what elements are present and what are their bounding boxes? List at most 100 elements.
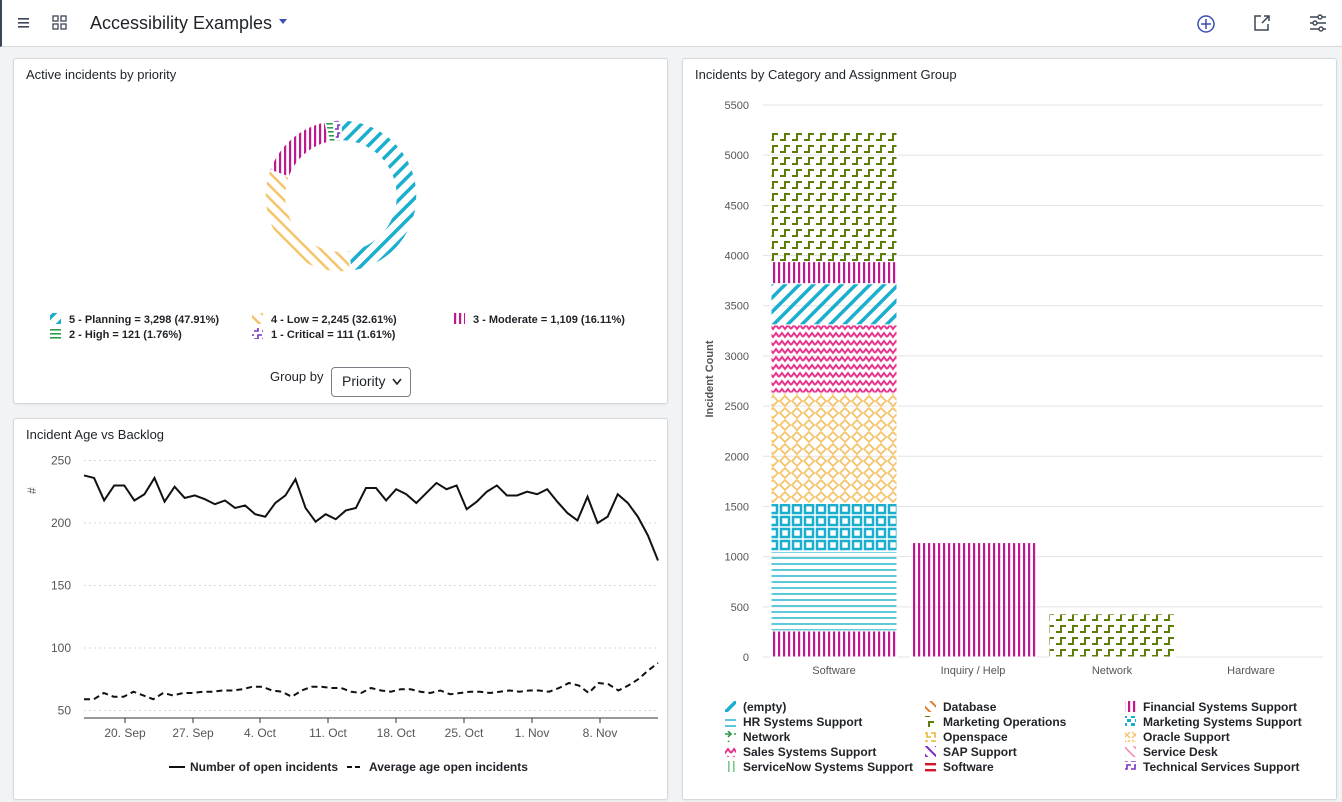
bar-segment <box>770 630 898 658</box>
legend-label: Oracle Support <box>1143 730 1230 744</box>
bar-segment <box>1048 613 1176 658</box>
y-tick-label: 2500 <box>725 401 749 413</box>
y-tick-label: 4500 <box>725 200 749 212</box>
legend-swatch <box>925 746 936 757</box>
y-tick-label: 5500 <box>725 100 749 112</box>
legend-label: Marketing Systems Support <box>1143 715 1302 729</box>
filter-settings-icon[interactable] <box>1309 14 1327 32</box>
legend-swatch <box>725 701 736 712</box>
group-by-label: Group by <box>270 369 324 384</box>
legend-swatch <box>725 761 736 772</box>
legend-swatch <box>925 716 936 727</box>
legend-swatch <box>725 746 736 757</box>
donut-slice-4 <box>332 119 342 143</box>
bar-segment <box>770 551 898 632</box>
y-tick-label: 200 <box>51 516 71 530</box>
y-tick-label: 150 <box>51 578 71 592</box>
donut-slice-0 <box>340 119 418 273</box>
legend-swatch <box>1125 746 1136 757</box>
legend-swatch <box>725 716 736 727</box>
legend-label: 3 - Moderate = 1,109 (16.11%) <box>473 314 625 326</box>
legend-label: Service Desk <box>1143 745 1218 759</box>
legend-label: 1 - Critical = 111 (1.61%) <box>271 329 396 341</box>
legend-swatch <box>50 313 61 324</box>
legend-label: Sales Systems Support <box>743 745 876 759</box>
legend-label: Software <box>943 760 994 774</box>
legend-swatch <box>252 313 263 324</box>
legend-label: Marketing Operations <box>943 715 1067 729</box>
x-tick-label: Hardware <box>1227 665 1275 677</box>
panel-title: Incidents by Category and Assignment Gro… <box>695 67 957 82</box>
x-tick-label: 27. Sep <box>172 726 214 740</box>
x-tick-label: 8. Nov <box>583 726 618 740</box>
menu-icon[interactable] <box>18 17 30 29</box>
legend-label: HR Systems Support <box>743 715 862 729</box>
legend-swatch <box>1125 701 1136 712</box>
legend-swatch <box>925 731 936 742</box>
legend-label: Technical Services Support <box>1143 760 1300 774</box>
legend-swatch <box>925 761 936 772</box>
y-axis-label: Incident Count <box>704 340 716 417</box>
y-tick-label: 3000 <box>725 351 749 363</box>
x-tick-label: 18. Oct <box>377 726 416 740</box>
category-bar-panel: Incidents by Category and Assignment Gro… <box>682 58 1337 800</box>
legend-label: (empty) <box>743 700 786 714</box>
legend-label: ServiceNow Systems Support <box>743 760 913 774</box>
group-by-value: Priority <box>342 373 386 389</box>
bar-segment <box>909 542 1037 658</box>
y-tick-label: 1500 <box>725 501 749 513</box>
bar-segment <box>770 283 898 326</box>
legend-swatch <box>454 313 465 324</box>
x-tick-label: 25. Oct <box>445 726 484 740</box>
y-tick-label: 100 <box>51 641 71 655</box>
dropdown-caret-icon[interactable] <box>279 19 287 25</box>
legend-label: 5 - Planning = 3,298 (47.91%) <box>69 314 219 326</box>
add-icon[interactable] <box>1196 14 1216 34</box>
dashboard-title[interactable]: Accessibility Examples <box>90 13 273 33</box>
legend-label: Average age open incidents <box>369 760 528 774</box>
x-tick-label: 1. Nov <box>515 726 550 740</box>
legend-swatch <box>50 328 61 339</box>
donut-legend: 5 - Planning = 3,298 (47.91%) 4 - Low = 2… <box>50 313 625 341</box>
legend-swatch <box>1125 716 1136 727</box>
bar-segment <box>770 392 898 504</box>
y-axis-label: # <box>25 487 39 494</box>
incident-age-panel: Incident Age vs Backlog 50 100 150 200 250 #2… <box>13 418 668 800</box>
panel-title: Incident Age vs Backlog <box>26 427 165 442</box>
stacked-bar-chart[interactable]: 0 500 1000 1500 2000 2500 3000 3500 4000 4500 5000… <box>683 59 1338 799</box>
x-tick-label: Software <box>812 665 855 677</box>
x-tick-label: 4. Oct <box>244 726 277 740</box>
legend-label: Network <box>743 730 791 744</box>
group-by-select[interactable]: Priority <box>331 367 411 397</box>
legend-swatch <box>725 731 736 742</box>
donut-slice-1 <box>264 169 352 273</box>
y-tick-label: 5000 <box>725 150 749 162</box>
bar-segment <box>770 324 898 394</box>
x-tick-label: Network <box>1092 665 1133 677</box>
top-bar: Accessibility Examples <box>0 0 1342 47</box>
x-tick-label: 20. Sep <box>104 726 146 740</box>
legend-label: 4 - Low = 2,245 (32.61%) <box>271 314 397 326</box>
donut-chart[interactable] <box>14 59 669 359</box>
legend-swatch <box>252 328 263 339</box>
legend-label: SAP Support <box>943 745 1017 759</box>
y-tick-label: 250 <box>51 453 71 467</box>
x-tick-label: Inquiry / Help <box>941 665 1006 677</box>
legend-label: Database <box>943 700 997 714</box>
legend-label: 2 - High = 121 (1.76%) <box>69 329 182 341</box>
share-icon[interactable] <box>1253 14 1271 32</box>
chevron-down-icon <box>392 378 402 386</box>
line-chart[interactable]: 50 100 150 200 250 #20. Sep 27. Sep 4. Oct 11. O… <box>14 419 669 799</box>
legend-swatch <box>1125 761 1136 772</box>
priority-donut-panel: Active incidents by priority 5 - Plannin… <box>13 58 668 404</box>
legend-swatch <box>925 701 936 712</box>
legend-swatch <box>1125 731 1136 742</box>
y-tick-label: 0 <box>743 652 749 664</box>
y-tick-label: 2000 <box>725 451 749 463</box>
y-tick-label: 50 <box>58 703 72 717</box>
series-line-0 <box>83 474 659 561</box>
bar-segment <box>770 128 898 263</box>
grid-icon[interactable] <box>52 15 68 31</box>
x-tick-label: 11. Oct <box>309 726 347 740</box>
legend-label: Number of open incidents <box>190 760 338 774</box>
